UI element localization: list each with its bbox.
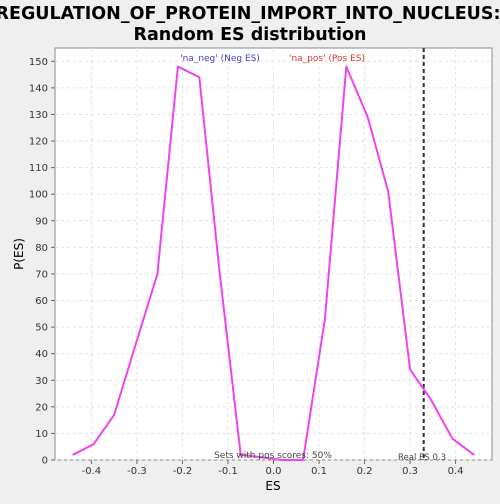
es-data-point [409, 369, 411, 371]
es-data-point [452, 438, 454, 440]
es-data-point [199, 76, 201, 78]
es-data-point [430, 398, 432, 400]
y-tick-label: 140 [29, 83, 48, 94]
annotation-pos: 'na_pos' (Pos ES) [289, 54, 365, 64]
y-tick-label: 120 [29, 137, 48, 148]
x-tick-label: -0.4 [82, 466, 102, 477]
y-tick-label: 110 [29, 163, 48, 174]
es-data-point [387, 191, 389, 193]
es-data-point [219, 273, 221, 275]
es-data-point [473, 454, 475, 456]
y-tick-label: 130 [29, 110, 48, 121]
x-axis-label: ES [265, 479, 280, 493]
chart-title: REGULATION_OF_PROTEIN_IMPORT_INTO_NUCLEU… [0, 4, 500, 24]
y-tick-label: 70 [35, 269, 48, 280]
y-axis-label: P(ES) [12, 238, 26, 270]
es-data-point [367, 116, 369, 118]
es-data-point [346, 66, 348, 68]
x-tick-label: 0.3 [402, 466, 418, 477]
es-data-point [93, 443, 95, 445]
y-tick-label: 50 [35, 323, 48, 334]
y-tick-label: 60 [35, 296, 48, 307]
es-data-point [157, 273, 159, 275]
x-tick-label: -0.3 [127, 466, 147, 477]
annotation-neg: 'na_neg' (Neg ES) [180, 54, 260, 64]
y-tick-label: 90 [35, 216, 48, 227]
x-tick-label: -0.1 [218, 466, 238, 477]
x-tick-label: 0.1 [311, 466, 327, 477]
chart-subtitle: Random ES distribution [133, 25, 366, 45]
es-data-point [324, 318, 326, 320]
y-tick-label: 10 [35, 429, 48, 440]
reference-line-label: Real ES 0.3 [398, 453, 446, 463]
es-data-point [113, 414, 115, 416]
es-data-point [72, 454, 74, 456]
x-tick-label: 0.4 [448, 466, 464, 477]
y-tick-label: 0 [42, 456, 48, 467]
y-tick-label: 20 [35, 402, 48, 413]
y-tick-label: 40 [35, 349, 48, 360]
y-tick-label: 100 [29, 190, 48, 201]
y-tick-label: 30 [35, 376, 48, 387]
x-tick-label: 0.0 [266, 466, 282, 477]
y-tick-label: 80 [35, 243, 48, 254]
annotation-footer: Sets with pos scores: 50% [214, 451, 332, 461]
x-tick-label: -0.2 [173, 466, 193, 477]
es-data-point [136, 340, 138, 342]
x-tick-label: 0.2 [357, 466, 373, 477]
es-data-point [177, 66, 179, 68]
y-tick-label: 150 [29, 57, 48, 68]
